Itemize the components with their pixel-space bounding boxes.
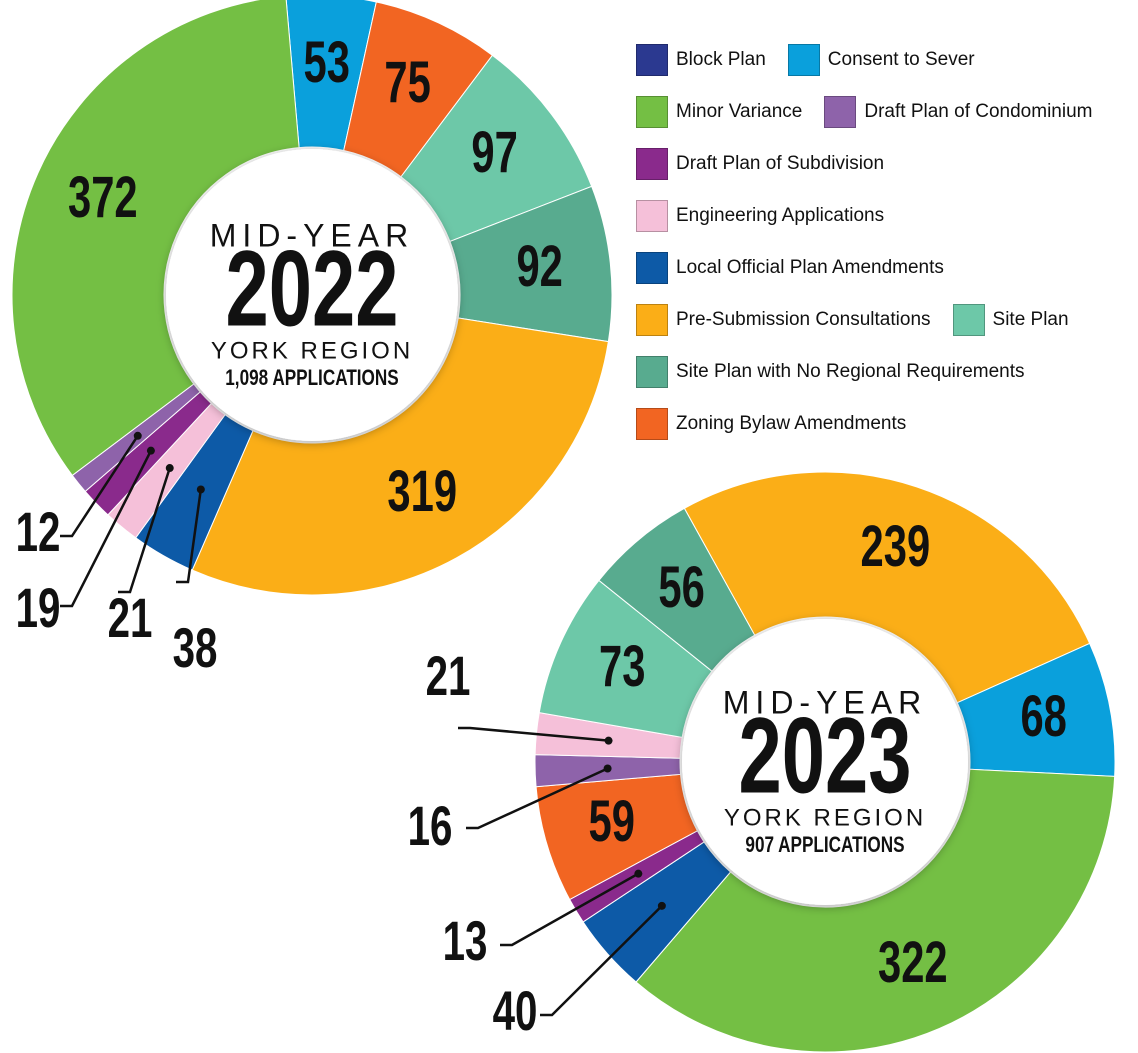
center-year: 2023 — [739, 695, 912, 816]
legend-swatch — [636, 252, 668, 284]
center-label: MID-YEAR — [723, 684, 927, 720]
legend-item: Minor Variance — [636, 86, 802, 138]
donut-segment — [683, 471, 1091, 704]
leader-dot — [634, 869, 643, 878]
center-disc — [166, 149, 458, 441]
legend-swatch — [636, 200, 668, 232]
legend-item: Pre-Submission Consultations — [636, 294, 931, 346]
legend: Block Plan Consent to Sever Minor Variance… — [636, 34, 1138, 450]
data-label: 322 — [878, 929, 948, 994]
legend-item: Draft Plan of Condominium — [824, 86, 1092, 138]
data-label: 16 — [408, 795, 453, 857]
data-label: 372 — [68, 164, 138, 229]
data-label: 12 — [16, 501, 61, 563]
legend-item: Site Plan with No Regional Requirements — [636, 346, 1025, 398]
leader-line — [176, 489, 203, 584]
donut-segment — [635, 768, 1116, 1053]
data-label: 97 — [471, 119, 517, 184]
center-region: YORK REGION — [724, 804, 926, 831]
data-label: 59 — [589, 788, 635, 853]
donut-segment — [598, 507, 756, 672]
leader-line — [458, 726, 609, 742]
leader-dot — [196, 485, 205, 494]
legend-item: Block Plan — [636, 34, 766, 86]
leader-dot — [603, 764, 612, 773]
legend-swatch — [636, 44, 668, 76]
legend-swatch — [824, 96, 857, 128]
center-total: 907 APPLICATIONS — [745, 833, 904, 858]
center-disc — [682, 619, 968, 905]
legend-label: Site Plan — [992, 309, 1069, 330]
legend-label: Zoning Bylaw Amendments — [676, 413, 907, 434]
legend-label: Draft Plan of Condominium — [864, 101, 1093, 122]
data-label: 21 — [426, 645, 471, 707]
legend-swatch — [952, 304, 985, 336]
leader-line — [500, 872, 639, 947]
legend-swatch — [636, 148, 668, 180]
data-label: 21 — [108, 587, 153, 649]
center-region: YORK REGION — [211, 337, 413, 364]
center-total: 1,098 APPLICATIONS — [225, 366, 398, 391]
legend-label: Site Plan with No Regional Requirements — [676, 361, 1025, 382]
donut-segment — [11, 0, 300, 477]
legend-label: Consent to Sever — [827, 49, 975, 70]
data-label: 75 — [384, 49, 430, 114]
leader-dot — [146, 446, 155, 455]
data-label: 53 — [304, 29, 350, 94]
leader-line — [60, 450, 153, 608]
center-year: 2022 — [226, 228, 399, 349]
legend-label: Pre-Submission Consultations — [676, 309, 931, 330]
data-label: 19 — [16, 577, 61, 639]
leader-line — [60, 435, 139, 538]
legend-swatch — [636, 356, 668, 388]
data-label: 239 — [861, 513, 931, 578]
leader-dot — [604, 736, 613, 745]
legend-item: Local Official Plan Amendments — [636, 242, 944, 294]
data-label: 56 — [658, 554, 704, 619]
data-label: 319 — [387, 458, 457, 523]
legend-label: Draft Plan of Subdivision — [676, 153, 885, 174]
legend-item: Zoning Bylaw Amendments — [636, 398, 906, 450]
data-label: 92 — [516, 233, 562, 298]
legend-swatch — [787, 44, 820, 76]
leader-dot — [657, 901, 666, 910]
legend-item: Engineering Applications — [636, 190, 884, 242]
legend-label: Minor Variance — [676, 101, 803, 122]
leader-line — [118, 467, 171, 594]
data-label: 68 — [1020, 683, 1066, 748]
leader-line — [540, 904, 663, 1017]
leader-line — [466, 767, 609, 830]
data-label: 13 — [443, 910, 488, 972]
legend-swatch — [636, 304, 668, 336]
legend-item: Consent to Sever — [787, 34, 975, 86]
data-label: 73 — [599, 633, 645, 698]
legend-swatch — [636, 408, 668, 440]
legend-label: Block Plan — [676, 49, 766, 70]
legend-label: Local Official Plan Amendments — [676, 257, 944, 278]
donut-segment — [191, 317, 609, 596]
legend-item: Site Plan — [952, 294, 1069, 346]
data-label: 38 — [173, 617, 218, 679]
legend-item: Draft Plan of Subdivision — [636, 138, 884, 190]
data-label: 40 — [493, 980, 538, 1042]
legend-swatch — [636, 96, 668, 128]
leader-dot — [165, 464, 174, 473]
legend-label: Engineering Applications — [676, 205, 885, 226]
leader-dot — [133, 431, 142, 440]
center-label: MID-YEAR — [210, 217, 414, 253]
